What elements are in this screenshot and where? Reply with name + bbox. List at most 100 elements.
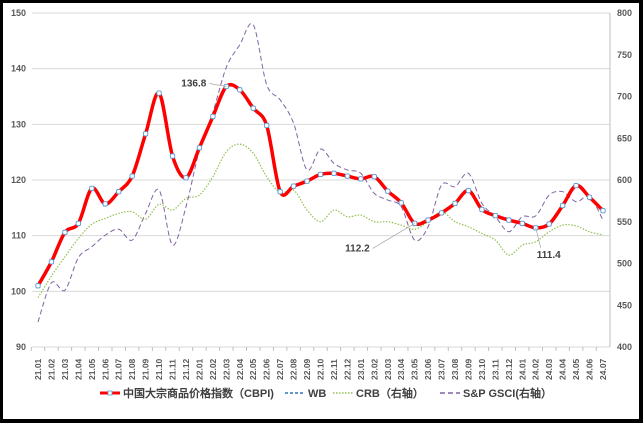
x-tick-label: 21.05 [87,358,97,380]
cbpi-point-marker [196,145,203,151]
annotation-leader [535,227,542,248]
data-label: 111.4 [537,250,561,261]
cbpi-point-marker [506,217,512,223]
series-line-3 [37,22,604,323]
x-tick-label: 23.09 [463,358,473,380]
x-tick-label: 21.02 [46,358,56,380]
cbpi-point-marker [62,229,68,235]
cbpi-point-marker [438,210,445,216]
annotation-leader [372,223,415,249]
cbpi-point-marker [129,173,135,179]
series-line-0 [36,82,605,287]
x-tick-label: 23.12 [504,358,514,380]
x-tick-label: 21.11 [168,359,178,380]
x-tick-label: 22.09 [302,358,312,380]
line-chart: 90 100 110 120 130 140 150 400 450 500 550 600 650 70… [11,8,632,400]
cbpi-point-marker [116,189,122,195]
y-left-tick-label: 150 [11,8,26,18]
y-right-tick-label: 450 [617,300,632,310]
x-tick-label: 24.05 [571,358,581,380]
x-tick-label: 22.03 [221,358,231,380]
y-left-tick-label: 100 [11,286,26,296]
x-tick-label: 24.07 [598,358,608,380]
cbpi-point-marker [290,183,297,189]
cbpi-point-marker [264,122,270,129]
y-left-tick-label: 140 [11,64,26,74]
cbpi-point-marker [277,189,283,195]
legend-label-0: 中国大宗商品价格指数（CBPI) [123,386,274,400]
x-tick-label: 21.09 [141,358,151,380]
x-tick-label: 23.02 [369,358,379,380]
x-tick-label: 22.05 [248,358,258,380]
x-tick-label: 23.04 [396,358,406,380]
x-tick-label: 23.03 [383,358,393,380]
cbpi-point-marker [250,105,256,111]
x-tick-label: 24.01 [517,358,527,380]
cbpi-point-marker [385,188,391,194]
cbpi-point-marker [600,207,606,214]
x-tick-label: 22.06 [262,358,272,380]
series-line-2 [37,143,604,299]
x-tick-label: 23.11 [490,359,500,380]
cbpi-point-marker [210,113,216,120]
cbpi-point-marker [183,175,189,181]
legend-label-2: CRB（右轴） [356,386,424,400]
y-right-tick-label: 550 [617,217,632,227]
x-tick-label: 21.03 [60,358,70,380]
cbpi-point-marker [75,220,82,227]
y-right-tick-label: 500 [617,259,632,269]
data-label: 136.8 [181,78,206,89]
cbpi-point-marker [102,201,108,207]
data-label: 112.2 [345,243,370,254]
y-left-tick-label: 90 [16,342,26,352]
x-tick-label: 21.06 [100,358,110,380]
annotation-leader [209,83,227,87]
cbpi-point-marker [573,182,579,189]
x-tick-label: 22.02 [208,358,218,380]
cbpi-point-marker [142,131,149,137]
x-tick-label: 22.08 [289,358,299,380]
x-tick-label: 21.04 [73,358,83,380]
cbpi-point-marker [546,221,552,227]
y-right-tick-label: 700 [617,92,632,102]
y-right-tick-label: 400 [617,342,632,352]
cbpi-point-marker [344,173,351,179]
x-tick-label: 22.01 [194,358,204,380]
x-tick-label: 23.07 [437,358,447,380]
y-right-tick-label: 800 [617,8,632,18]
x-tick-label: 23.10 [477,358,487,380]
cbpi-point-marker [492,212,499,219]
cbpi-point-marker [559,202,566,209]
cbpi-point-marker [371,174,377,180]
x-tick-label: 24.04 [558,358,568,380]
x-tick-label: 22.10 [316,358,326,380]
cbpi-point-marker [317,171,324,178]
x-tick-label: 21.12 [181,358,191,380]
cbpi-point-marker [169,153,176,159]
y-left-tick-label: 110 [11,231,26,241]
cbpi-point-marker [156,90,162,96]
y-right-tick-label: 650 [617,133,632,143]
cbpi-point-marker [425,217,431,223]
x-tick-label: 22.12 [342,358,352,380]
x-tick-label: 21.01 [33,358,43,380]
cbpi-point-marker [331,170,337,176]
cbpi-point-marker [452,200,458,207]
cbpi-point-marker [358,176,364,182]
y-left-tick-label: 130 [11,119,26,129]
x-tick-label: 23.08 [450,358,460,380]
y-left-tick-label: 120 [11,175,26,185]
cbpi-point-marker [465,187,472,194]
cbpi-point-marker [412,220,418,227]
x-tick-label: 21.10 [154,358,164,380]
x-tick-label: 24.02 [531,358,541,380]
cbpi-point-marker [237,87,243,93]
x-tick-label: 24.06 [585,358,595,380]
x-tick-label: 21.07 [114,358,124,380]
y-right-tick-label: 750 [617,50,632,60]
x-tick-label: 24.03 [544,358,554,380]
cbpi-point-marker [519,220,525,227]
cbpi-point-marker [398,200,404,206]
y-right-tick-label: 600 [617,175,632,185]
x-tick-label: 23.06 [423,358,433,380]
